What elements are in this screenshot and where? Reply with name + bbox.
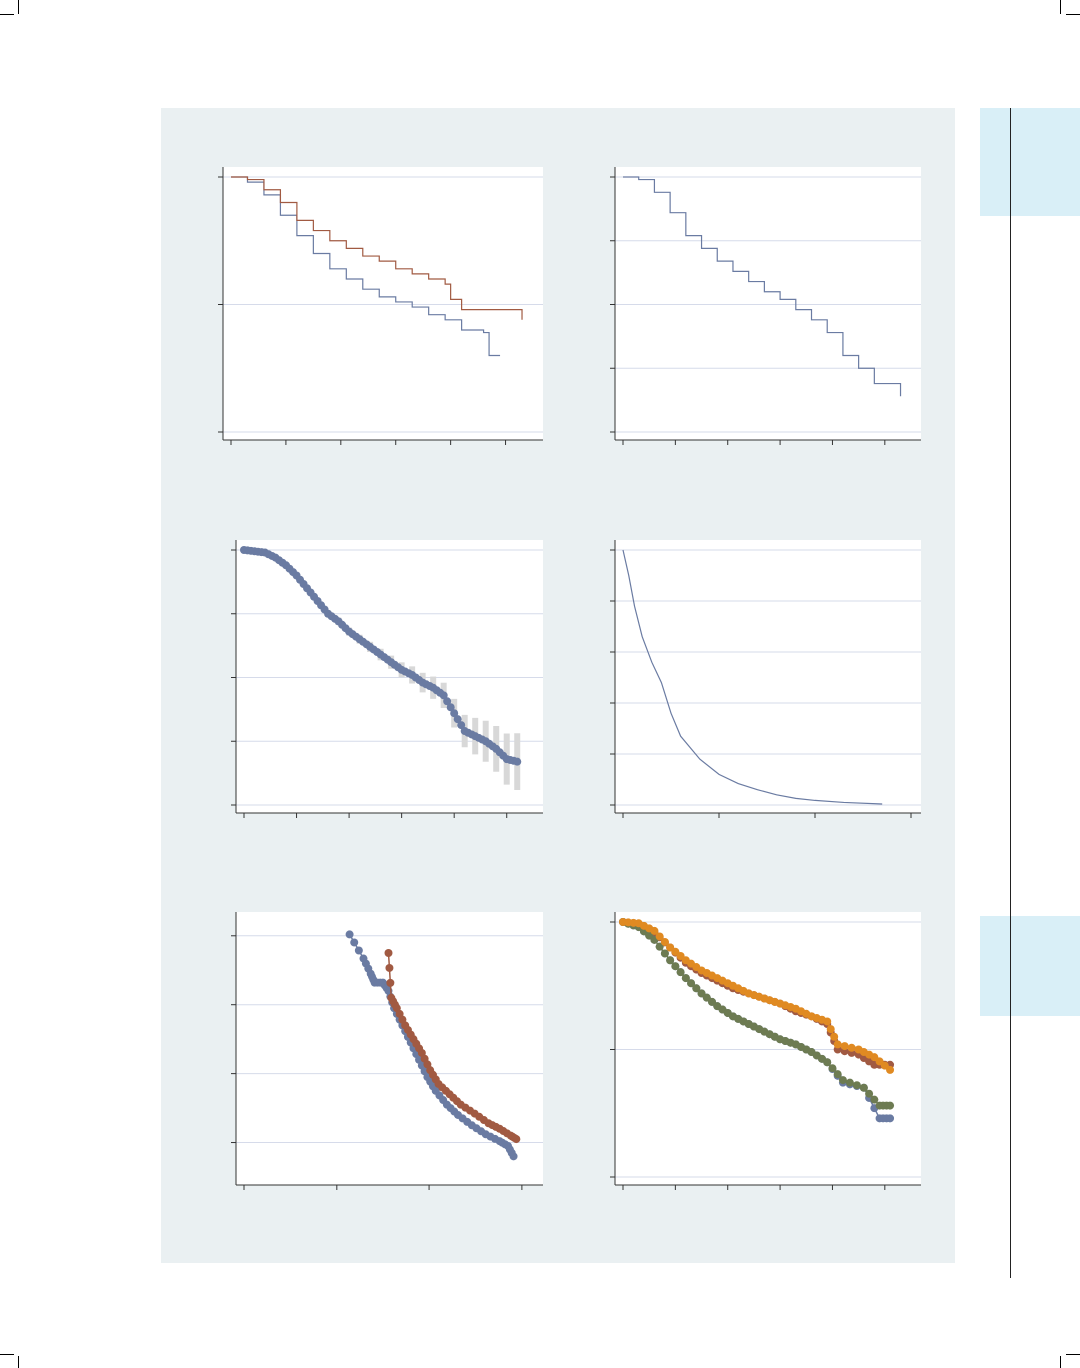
data-point — [823, 1017, 832, 1026]
data-point — [833, 1070, 842, 1079]
data-point — [384, 949, 393, 958]
data-point — [655, 942, 664, 951]
data-point — [443, 697, 452, 706]
series-1 — [231, 176, 501, 357]
series-line — [231, 176, 523, 320]
data-point — [865, 1089, 874, 1098]
data-point — [513, 757, 522, 766]
series-1 — [345, 930, 518, 1161]
data-point — [687, 979, 696, 988]
data-point — [453, 715, 462, 724]
data-point — [828, 1064, 837, 1073]
series-2 — [384, 949, 521, 1144]
data-point — [446, 703, 455, 712]
data-point — [823, 1058, 832, 1067]
data-point — [457, 721, 466, 730]
thumb-tab-bottom — [980, 916, 1080, 1016]
data-point — [660, 949, 669, 958]
series-3 — [619, 918, 895, 1110]
margin-rule — [1010, 108, 1011, 1278]
series-4 — [619, 918, 895, 1074]
data-point — [660, 937, 669, 946]
data-point — [512, 1135, 521, 1144]
data-point — [826, 1025, 835, 1034]
series-2 — [231, 176, 523, 320]
data-point — [450, 709, 459, 718]
data-point — [681, 974, 690, 983]
data-point — [870, 1095, 879, 1104]
plot-area — [223, 167, 543, 440]
data-point — [439, 691, 448, 700]
series-1 — [240, 546, 522, 791]
series-1 — [623, 176, 902, 397]
data-point — [830, 1032, 839, 1041]
data-point — [845, 1078, 854, 1087]
data-point — [847, 1043, 856, 1052]
chart-5 — [231, 912, 543, 1190]
data-point — [655, 932, 664, 941]
plot-area — [236, 540, 543, 813]
chart-3 — [231, 540, 543, 818]
series-line — [623, 176, 902, 397]
data-point — [354, 946, 363, 955]
data-point — [886, 1114, 895, 1123]
data-point — [650, 926, 659, 935]
data-point — [386, 978, 395, 987]
data-point — [886, 1065, 895, 1074]
data-point — [838, 1076, 847, 1085]
series-line — [622, 549, 883, 805]
plot-area — [615, 540, 921, 813]
series-line — [231, 176, 501, 357]
series-1 — [622, 549, 883, 805]
data-point — [840, 1042, 849, 1051]
chart-6 — [610, 912, 921, 1190]
data-point — [833, 1040, 842, 1049]
data-point — [886, 1101, 895, 1110]
data-point — [852, 1081, 861, 1090]
data-point — [859, 1083, 868, 1092]
data-point — [509, 1152, 518, 1161]
data-point — [385, 963, 394, 972]
data-point — [350, 938, 359, 947]
chart-2 — [610, 167, 921, 445]
plot-area — [615, 912, 921, 1185]
chart-1 — [218, 167, 543, 445]
chart-4 — [610, 540, 921, 818]
thumb-tab-top — [980, 108, 1080, 216]
data-point — [676, 968, 685, 977]
data-point — [345, 930, 354, 939]
data-point — [671, 962, 680, 971]
plot-area — [615, 167, 921, 440]
data-point — [666, 956, 675, 965]
data-point — [692, 984, 701, 993]
